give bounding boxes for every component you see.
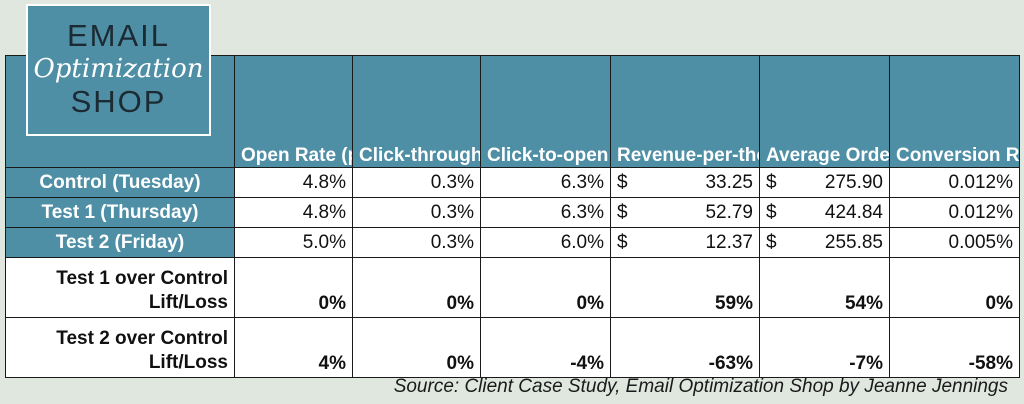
aov-value: 255.85 — [824, 231, 883, 253]
cell-rpme: $52.79 — [610, 197, 760, 228]
cell-rpme: -63% — [610, 317, 760, 378]
logo-line-optimization: Optimization — [33, 54, 204, 84]
cell-rpme: $12.37 — [610, 227, 760, 258]
logo-line-shop: SHOP — [70, 84, 167, 119]
cell-ctr: 0.3% — [352, 227, 481, 258]
currency-symbol: $ — [766, 201, 777, 223]
col-header-ctr: Click-through Rate (CTR) — [352, 55, 481, 168]
cell-ctr: 0.3% — [352, 167, 481, 198]
cell-cr: 0.012% — [889, 197, 1020, 228]
cell-rpme: 59% — [610, 257, 760, 318]
cell-cr: 0% — [889, 257, 1020, 318]
row-label: Test 1 (Thursday) — [5, 197, 235, 228]
cell-aov: $255.85 — [759, 227, 890, 258]
rpme-value: 33.25 — [705, 171, 753, 193]
cell-open-rate: 0% — [234, 257, 353, 318]
row-label-line2: Lift/Loss — [148, 352, 228, 373]
currency-symbol: $ — [766, 231, 777, 253]
table-row-test1: Test 1 (Thursday) 4.8% 0.3% 6.3% $52.79 … — [5, 197, 1020, 228]
currency-symbol: $ — [617, 231, 628, 253]
aov-value: 424.84 — [824, 201, 883, 223]
brand-logo: EMAIL Optimization SHOP — [26, 4, 211, 136]
table-row-control: Control (Tuesday) 4.8% 0.3% 6.3% $33.25 … — [5, 167, 1020, 198]
cell-aov: $424.84 — [759, 197, 890, 228]
col-header-open-rate: Open Rate (pre-MPP) — [234, 55, 353, 168]
cell-cr: -58% — [889, 317, 1020, 378]
cell-aov: -7% — [759, 317, 890, 378]
table-row-test1-lift: Test 1 over Control Lift/Loss 0% 0% 0% 59… — [5, 257, 1020, 318]
cell-aov: 54% — [759, 257, 890, 318]
row-label: Control (Tuesday) — [5, 167, 235, 198]
row-label: Test 2 (Friday) — [5, 227, 235, 258]
cell-open-rate: 4% — [234, 317, 353, 378]
currency-symbol: $ — [617, 171, 628, 193]
row-label-line1: Test 2 over Control — [56, 328, 228, 349]
cell-open-rate: 4.8% — [234, 167, 353, 198]
table-row-test2-lift: Test 2 over Control Lift/Loss 4% 0% -4% -… — [5, 317, 1020, 378]
cell-cr: 0.005% — [889, 227, 1020, 258]
col-header-ctor: Click-to-open Rate (CTOR) — [480, 55, 611, 168]
results-table: Open Rate (pre-MPP) Click-through Rate (… — [5, 55, 1020, 378]
row-label: Test 2 over Control Lift/Loss — [5, 317, 235, 378]
col-header-cr: Conversion Rate from Emails Sent (CR) — [889, 55, 1020, 168]
col-header-rpme: Revenue-per-thousand-emails-sent (RPME) — [610, 55, 760, 168]
cell-ctor: 6.3% — [480, 197, 611, 228]
cell-ctr: 0% — [352, 317, 481, 378]
cell-ctr: 0.3% — [352, 197, 481, 228]
cell-open-rate: 4.8% — [234, 197, 353, 228]
cell-aov: $275.90 — [759, 167, 890, 198]
currency-symbol: $ — [766, 171, 777, 193]
header-row: Open Rate (pre-MPP) Click-through Rate (… — [5, 55, 1020, 168]
cell-ctr: 0% — [352, 257, 481, 318]
col-header-aov: Average Order Value (AOV) — [759, 55, 890, 168]
row-label: Test 1 over Control Lift/Loss — [5, 257, 235, 318]
row-label-line1: Test 1 over Control — [56, 268, 228, 289]
cell-open-rate: 5.0% — [234, 227, 353, 258]
cell-cr: 0.012% — [889, 167, 1020, 198]
cell-ctor: -4% — [480, 317, 611, 378]
aov-value: 275.90 — [824, 171, 883, 193]
table-row-test2: Test 2 (Friday) 5.0% 0.3% 6.0% $12.37 $2… — [5, 227, 1020, 258]
currency-symbol: $ — [617, 201, 628, 223]
rpme-value: 12.37 — [705, 231, 753, 253]
cell-ctor: 6.3% — [480, 167, 611, 198]
logo-line-email: EMAIL — [66, 18, 171, 53]
cell-rpme: $33.25 — [610, 167, 760, 198]
row-label-line2: Lift/Loss — [148, 292, 228, 313]
rpme-value: 52.79 — [705, 201, 753, 223]
cell-ctor: 0% — [480, 257, 611, 318]
cell-ctor: 6.0% — [480, 227, 611, 258]
source-caption: Source: Client Case Study, Email Optimiz… — [393, 376, 1008, 397]
